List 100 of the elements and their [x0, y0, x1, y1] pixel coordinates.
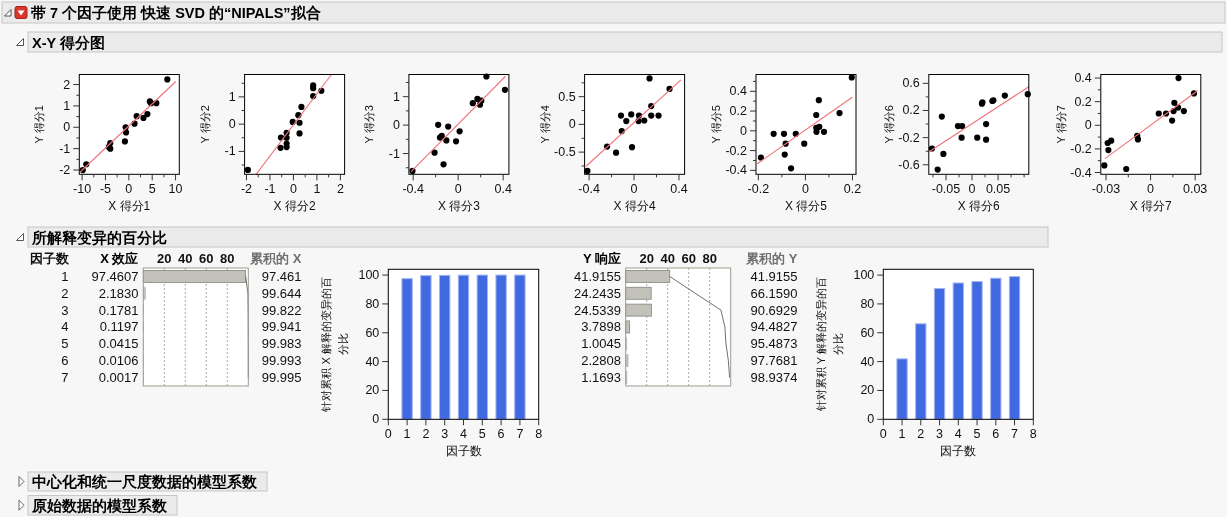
y-tick-label: -2	[59, 163, 71, 178]
x-tick-label: 0	[968, 182, 976, 197]
x-axis-title: X 得分6	[957, 199, 1001, 214]
y-tick-label: 0	[1084, 118, 1092, 133]
y-tick-label: 40	[365, 354, 380, 369]
x-tick-label: 3	[441, 427, 449, 442]
data-label: 98.9374	[750, 370, 798, 386]
y-tick-label: 20	[365, 383, 380, 398]
y-tick-label: 60	[365, 325, 380, 340]
data-label: 41.9155	[750, 268, 798, 284]
data-label: 97.4607	[91, 268, 139, 284]
y-tick-label: 0	[392, 118, 400, 133]
x-tick-label: -0.2	[747, 182, 770, 197]
x-axis-title: X 得分7	[1129, 199, 1173, 214]
x-tick-label: 3	[936, 427, 944, 442]
y-tick-label: 0	[867, 412, 875, 427]
x-tick-label: 5	[973, 427, 981, 442]
y-tick-label: 0.6	[902, 76, 920, 91]
x-tick-label: 20	[157, 250, 172, 266]
y-axis-title: Y 得分6	[882, 105, 895, 144]
x-tick-label: -0.05	[931, 182, 961, 197]
y-tick-label: 0.4	[729, 84, 748, 99]
y-tick-label: 6	[61, 353, 69, 369]
x-tick-label: 40	[178, 250, 193, 266]
x-axis-title: X 得分2	[273, 199, 316, 214]
data-label: 97.461	[261, 268, 302, 284]
x-tick-label: 2	[336, 182, 344, 197]
y-tick-label: 0	[63, 120, 71, 135]
y-axis-title: 因子数	[29, 250, 70, 266]
text: 累积的 Y	[745, 250, 798, 266]
y-tick-label: 1	[61, 268, 69, 284]
data-label: 24.5339	[574, 302, 621, 318]
data-label: 1.0045	[581, 336, 621, 352]
x-tick-label: 1	[403, 427, 411, 442]
y-tick-label: 0.2	[1074, 94, 1092, 109]
data-label: 0.0017	[98, 370, 139, 386]
series-label: 累积的 X	[249, 250, 302, 266]
y-tick-label: 0.2	[902, 103, 920, 118]
data-label: 0.1197	[99, 319, 139, 335]
y-tick-label: 60	[860, 325, 875, 340]
x-tick-label: 5	[148, 182, 156, 197]
data-label: 66.1590	[750, 285, 798, 301]
data-label: 90.6929	[750, 302, 798, 318]
data-label: 94.4827	[750, 319, 798, 335]
x-tick-label: 0	[801, 182, 809, 197]
x-tick-label: 6	[497, 427, 505, 442]
x-tick-label: -1	[264, 182, 276, 197]
y-tick-label: 0	[228, 117, 236, 132]
data-label: 2.1830	[98, 285, 139, 301]
y-tick-label: 100	[358, 268, 380, 283]
x-tick-label: 0.4	[670, 182, 688, 197]
data-label: 0.1781	[98, 302, 139, 318]
y-tick-label: -1	[59, 141, 71, 156]
x-tick-label: -10	[73, 182, 92, 197]
data-label: 1.1693	[581, 370, 621, 386]
x-tick-label: 4	[460, 427, 468, 442]
chart-title: 所解释变异的百分比	[31, 228, 167, 246]
y-axis-title: Y 得分7	[1054, 105, 1067, 144]
data-label: 99.941	[261, 319, 302, 335]
x-tick-label: 0.4	[494, 182, 512, 197]
y-tick-label: 40	[860, 354, 875, 369]
y-tick-label: 1	[392, 89, 400, 104]
y-tick-label: 1	[228, 89, 236, 104]
y-axis-title: Y 得分3	[362, 105, 375, 144]
x-tick-label: 8	[535, 427, 543, 442]
x-axis-title: 因子数	[940, 444, 977, 459]
x-tick-label: 60	[681, 250, 696, 266]
x-tick-label: 7	[516, 427, 524, 442]
y-tick-label: -0.4	[1070, 165, 1092, 180]
series-label: X 效应	[100, 250, 139, 266]
x-tick-label: -5	[99, 182, 112, 197]
x-tick-label: 0.03	[1182, 182, 1208, 197]
x-tick-label: 10	[168, 182, 183, 197]
y-tick-label: -0.6	[898, 157, 920, 172]
x-tick-label: 40	[660, 250, 675, 266]
y-tick-label: 1	[63, 98, 71, 113]
y-tick-label: -1	[224, 144, 236, 159]
y-tick-label: 0	[740, 123, 748, 138]
x-tick-label: 4	[954, 427, 962, 442]
y-axis-title: 针对累积 X 解释的变异的百分比	[319, 277, 350, 413]
x-tick-label: 5	[478, 427, 486, 442]
y-tick-label: 0	[372, 412, 380, 427]
x-tick-label: 6	[992, 427, 1000, 442]
x-tick-label: 20	[639, 250, 654, 266]
y-tick-label: 0	[568, 117, 576, 132]
x-tick-label: -2	[240, 182, 253, 197]
y-tick-label: 80	[860, 296, 875, 311]
x-axis-title: X 得分5	[784, 199, 828, 214]
y-tick-label: 5	[61, 336, 69, 352]
text: 原始数据的模型系数	[31, 497, 168, 514]
x-tick-label: 0	[289, 182, 297, 197]
y-tick-label: 3	[61, 302, 69, 318]
x-tick-label: 80	[702, 250, 717, 266]
data-label: 2.2808	[581, 353, 621, 369]
x-tick-label: 60	[199, 250, 214, 266]
y-tick-label: 0.4	[1074, 71, 1092, 86]
y-tick-label: -0.4	[725, 163, 748, 178]
y-tick-label: 2	[61, 285, 69, 301]
data-label: 99.822	[261, 302, 302, 318]
y-axis-title: 针对累积 Y 解释的变异的百分比	[814, 277, 845, 413]
